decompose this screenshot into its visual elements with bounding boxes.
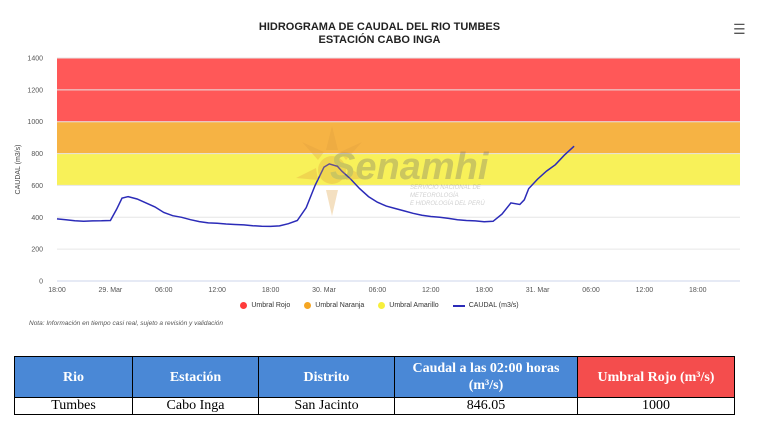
header-estacion: Estación	[132, 356, 259, 398]
x-tick-label: 12:00	[208, 287, 226, 294]
x-tick-label: 29. Mar	[99, 287, 123, 294]
y-tick-label: 600	[31, 183, 43, 190]
header-umbral-rojo: Umbral Rojo (m³/s)	[577, 356, 735, 398]
series-line-caudal	[56, 145, 575, 228]
cell-caudal: 846.05	[394, 397, 578, 415]
x-tick-label: 06:00	[369, 287, 387, 294]
header-rio: Rio	[14, 356, 133, 398]
hamburger-menu-icon[interactable]: ☰	[733, 22, 746, 38]
legend-dot-amarillo	[378, 302, 386, 309]
cell-distrito: San Jacinto	[258, 397, 395, 415]
y-tick-label: 800	[31, 151, 43, 158]
legend-label-amarillo: Umbral Amarillo	[389, 302, 439, 309]
legend-item-umbral-amarillo[interactable]: Umbral Amarillo	[378, 302, 439, 309]
station-info-table: Rio Estación Distrito Caudal a las 02:00…	[14, 356, 735, 415]
x-tick-label: 12:00	[422, 287, 440, 294]
y-tick-label: 200	[31, 247, 43, 254]
band-umbral-amarillo	[57, 153, 740, 186]
x-tick-label: 18:00	[475, 287, 493, 294]
table-header-row: Rio Estación Distrito Caudal a las 02:00…	[14, 356, 735, 398]
legend-label-naranja: Umbral Naranja	[315, 302, 365, 309]
x-tick-label: 18:00	[262, 287, 280, 294]
chart-title-line1: HIDROGRAMA DE CAUDAL DEL RIO TUMBES	[258, 21, 501, 33]
chart-title: HIDROGRAMA DE CAUDAL DEL RIO TUMBES ESTA…	[0, 21, 759, 47]
band-umbral-naranja	[57, 121, 740, 154]
cell-rio: Tumbes	[14, 397, 133, 415]
y-tick-label: 1200	[27, 87, 43, 94]
y-tick-label: 1000	[27, 119, 43, 126]
y-tick-label: 1400	[27, 56, 43, 63]
chart-title-line2: ESTACIÓN CABO INGA	[318, 34, 441, 46]
legend-item-umbral-rojo[interactable]: Umbral Rojo	[240, 302, 290, 309]
table-row: Tumbes Cabo Inga San Jacinto 846.05 1000	[14, 397, 735, 415]
y-axis-label: CAUDAL (m3/s)	[15, 145, 22, 195]
data-note: Nota: Información en tiempo casi real, s…	[29, 320, 224, 327]
x-tick-label: 30. Mar	[312, 287, 336, 294]
legend-item-caudal[interactable]: CAUDAL (m3/s)	[452, 302, 519, 309]
legend-line-caudal	[452, 304, 465, 307]
legend-label-rojo: Umbral Rojo	[251, 302, 291, 309]
legend-label-caudal: CAUDAL (m3/s)	[468, 302, 519, 309]
x-tick-label: 06:00	[155, 287, 173, 294]
cell-estacion: Cabo Inga	[132, 397, 259, 415]
y-tick-label: 400	[31, 215, 43, 222]
x-tick-label: 12:00	[636, 287, 654, 294]
cell-umbral-rojo: 1000	[577, 397, 735, 415]
legend-dot-rojo	[240, 302, 248, 309]
legend-dot-naranja	[304, 302, 312, 309]
header-distrito: Distrito	[258, 356, 395, 398]
x-tick-label: 18:00	[689, 287, 707, 294]
x-tick-label: 18:00	[48, 287, 66, 294]
hydrograph-chart: 0 200 400 600 800 1000 1200 1400 18:00 29. Mar 06:…	[15, 56, 740, 294]
legend-item-umbral-naranja[interactable]: Umbral Naranja	[304, 302, 364, 309]
chart-legend: Umbral Rojo Umbral Naranja Umbral Amaril…	[0, 302, 759, 309]
x-tick-label: 31. Mar	[526, 287, 550, 294]
y-tick-label: 0	[39, 279, 43, 286]
header-caudal: Caudal a las 02:00 horas (m³/s)	[394, 356, 578, 398]
x-tick-label: 06:00	[582, 287, 600, 294]
